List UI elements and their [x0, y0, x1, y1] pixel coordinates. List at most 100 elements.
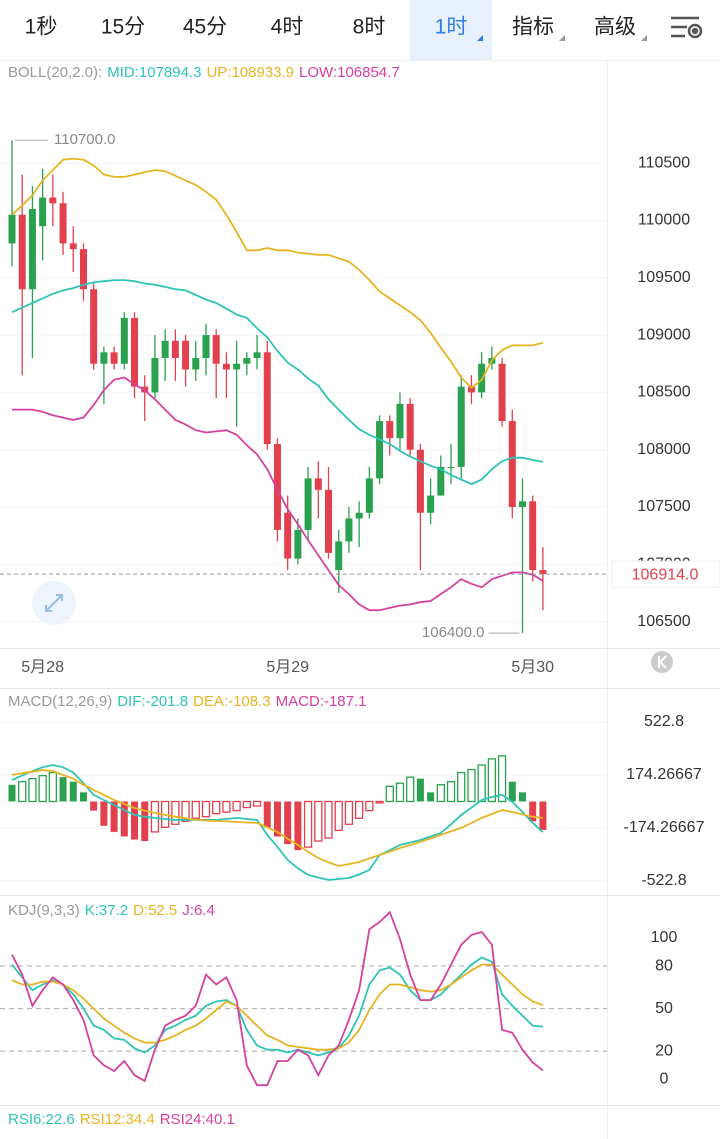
candle-body [171, 340, 179, 359]
tab[interactable]: 4时 [271, 16, 304, 39]
annotation: 106400.0 [422, 624, 485, 641]
legend-item: MACD:-187.1 [276, 693, 367, 710]
y-tick-label: 50 [655, 1000, 673, 1017]
candle-body [273, 443, 281, 530]
y-tick-label: 109500 [637, 269, 690, 286]
macd-bar [150, 800, 160, 833]
macd-bar [131, 801, 139, 840]
macd-bar [232, 800, 241, 812]
candle-body [294, 529, 302, 559]
candle-body [355, 512, 363, 519]
macd-bar [294, 801, 302, 851]
macd-line [11, 764, 544, 881]
candle-body [151, 358, 159, 393]
macd-bar [8, 784, 16, 802]
y-tick-label: 108000 [637, 441, 690, 458]
legend-item: MID:107894.3 [107, 64, 201, 81]
macd-bar [334, 800, 343, 832]
candle-body [396, 403, 404, 439]
legend-title: KDJ(9,3,3) [8, 902, 80, 919]
macd-bar [90, 801, 98, 811]
candle-body [59, 203, 67, 244]
y-tick-label: 522.8 [644, 713, 684, 730]
y-tick-label: 106500 [637, 613, 690, 630]
macd-bar [242, 800, 251, 809]
macd-bar [344, 800, 354, 825]
candle-body [437, 466, 445, 496]
candle-body [335, 541, 343, 571]
candle-body [345, 518, 353, 542]
legend-item: DIF:-201.8 [117, 693, 188, 710]
tab[interactable]: 45分 [183, 16, 227, 39]
x-tick-label: 5月30 [511, 659, 554, 676]
macd-bar [110, 801, 118, 832]
macd-bar [354, 800, 364, 819]
y-tick-label: -522.8 [641, 872, 686, 889]
tab-menu-caret [559, 35, 565, 41]
candle-body [182, 340, 190, 370]
expand-button[interactable] [32, 581, 76, 625]
y-tick-label: 0 [660, 1071, 669, 1088]
candle-body [416, 449, 424, 513]
macd-line [11, 769, 544, 867]
macd-bar [263, 801, 271, 828]
macd-bar [120, 801, 128, 837]
macd-bar [395, 782, 405, 803]
current-price-label: 106914.0 [632, 566, 699, 583]
tab[interactable]: 15分 [101, 16, 145, 39]
y-tick-label: 108500 [637, 384, 690, 401]
macd-bar [375, 800, 384, 804]
tab[interactable]: 8时 [353, 16, 386, 39]
candle-body [498, 363, 506, 422]
legend-item: J:6.4 [182, 902, 215, 919]
legend-item: UP:108933.9 [206, 64, 294, 81]
macd-bar [252, 800, 262, 807]
legend: MACD(12,26,9) DIF:-201.8 DEA:-108.3 MACD:-1… [8, 693, 367, 710]
y-tick-label: 80 [655, 957, 673, 974]
k-button[interactable] [651, 651, 673, 673]
boll-line [11, 157, 544, 390]
macd-bar [436, 784, 445, 803]
candle-body [90, 289, 98, 364]
candle-body [253, 352, 261, 359]
macd-bar [457, 771, 466, 803]
legend-item: RSI12:34.4 [80, 1111, 155, 1128]
settings-icon[interactable] [671, 16, 703, 39]
tab-menu-caret [641, 35, 647, 41]
tab[interactable]: 高级 [594, 16, 636, 39]
candle-body [131, 317, 139, 387]
macd-bar [100, 801, 108, 826]
candle-body [28, 209, 36, 290]
candle-body [222, 363, 230, 370]
candle-body [406, 403, 414, 450]
legend-item: D:52.5 [133, 902, 177, 919]
macd-bar [324, 800, 333, 839]
x-tick-label: 5月28 [21, 659, 64, 676]
candle-body [325, 489, 333, 553]
x-tick-label: 5月29 [266, 659, 309, 676]
macd-bar [529, 801, 537, 822]
macd-bar [487, 758, 497, 803]
tab[interactable]: 1时 [435, 16, 468, 39]
y-tick-label: -174.26667 [624, 819, 705, 836]
candle-body [79, 249, 87, 290]
candle-body [212, 335, 220, 364]
macd-bar [212, 800, 221, 815]
macd-bar [314, 800, 323, 842]
tab[interactable]: 1秒 [25, 16, 58, 39]
macd-bar [38, 774, 47, 803]
candle-body [467, 386, 475, 393]
candle-body [202, 335, 210, 359]
y-tick-label: 174.26667 [626, 766, 702, 783]
macd-bar [477, 764, 486, 803]
candle-body [427, 495, 435, 513]
boll-line [11, 279, 544, 486]
macd-bar [406, 776, 415, 803]
tab[interactable]: 指标 [512, 16, 554, 39]
candle-body [243, 358, 251, 364]
annotation: 110700.0 [54, 131, 115, 148]
candle-body [508, 421, 516, 508]
macd-bar [273, 801, 281, 837]
